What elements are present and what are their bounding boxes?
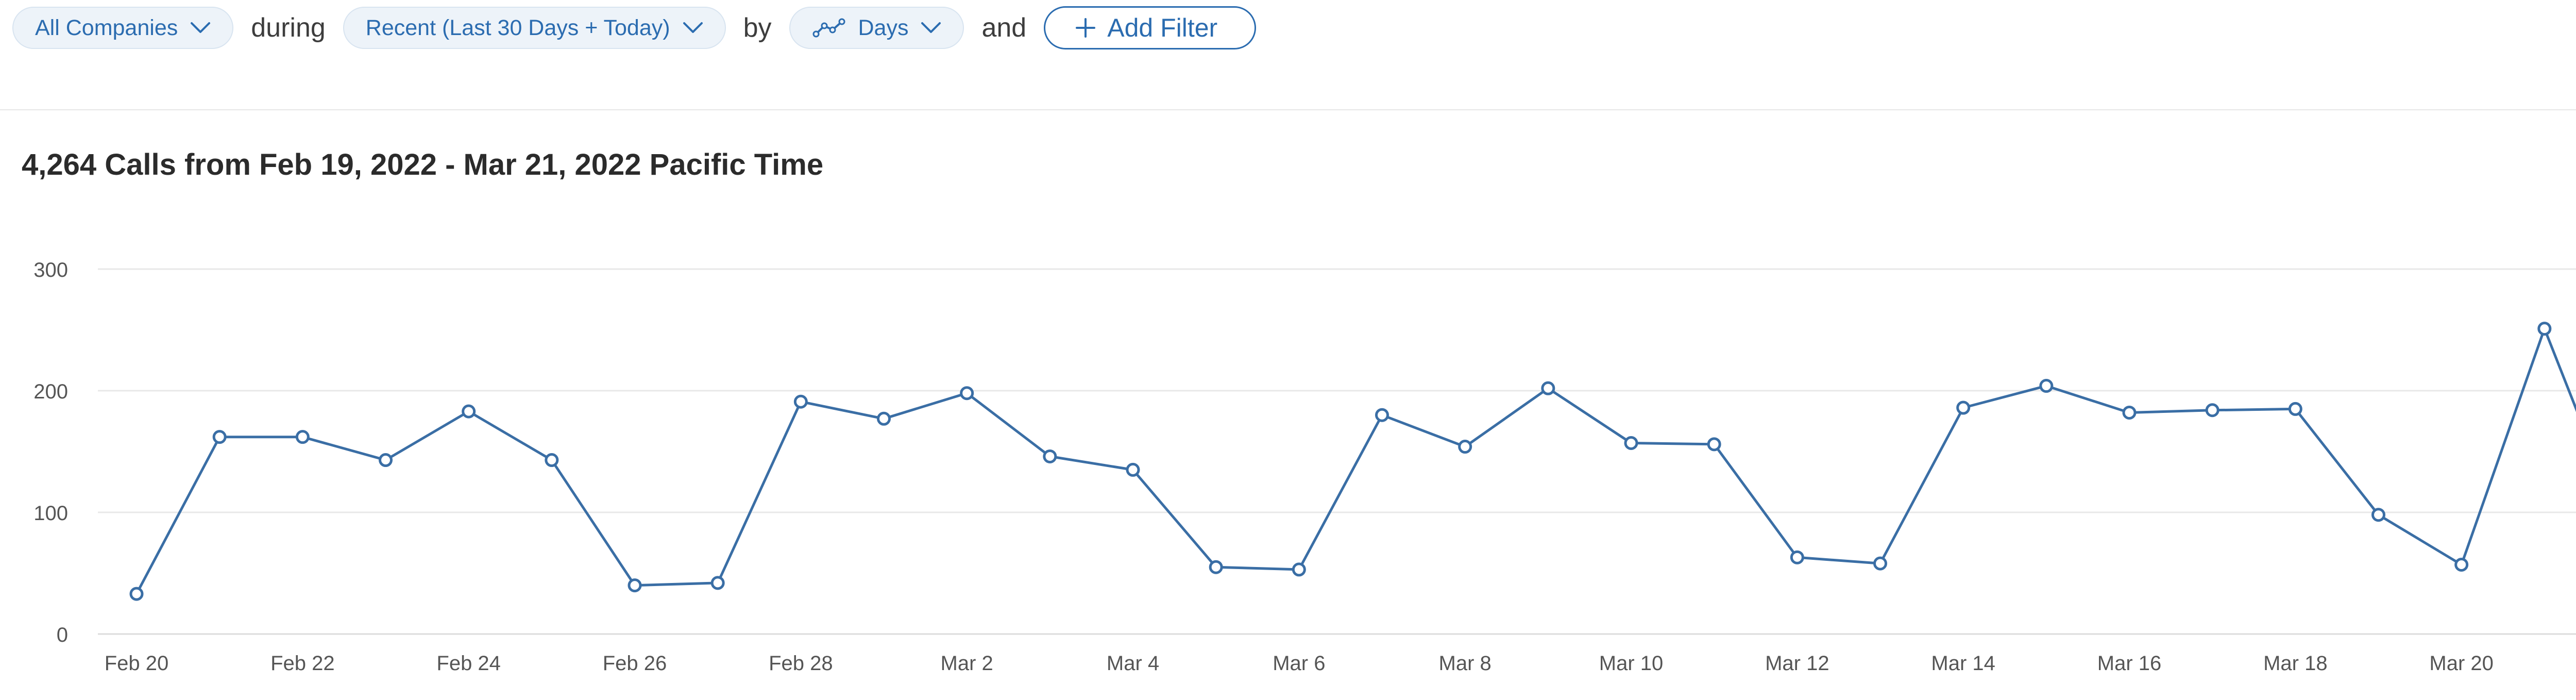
- data-point: [2288, 402, 2302, 416]
- x-tick-label: Feb 28: [769, 652, 833, 675]
- chart-title: 4,264 Calls from Feb 19, 2022 - Mar 21, …: [22, 148, 824, 181]
- add-filter-label: Add Filter: [1107, 13, 1218, 42]
- interval-dropdown[interactable]: Days: [789, 7, 964, 49]
- x-tick-label: Mar 12: [1765, 652, 1829, 675]
- x-tick-label: Mar 8: [1439, 652, 1492, 675]
- data-point: [2537, 322, 2552, 336]
- data-point: [545, 453, 559, 468]
- x-tick-label: Mar 2: [941, 652, 993, 675]
- data-point: [212, 430, 227, 444]
- and-text: and: [981, 13, 1027, 43]
- data-point: [1209, 560, 1223, 574]
- date-range-dropdown[interactable]: Recent (Last 30 Days + Today): [343, 7, 726, 49]
- x-tick-label: Mar 4: [1107, 652, 1159, 675]
- x-tick-label: Mar 14: [1931, 652, 1995, 675]
- chevron-down-icon: [683, 22, 703, 33]
- chevron-down-icon: [921, 22, 941, 33]
- x-tick-label: Mar 20: [2429, 652, 2494, 675]
- add-filter-button[interactable]: Add Filter: [1044, 6, 1257, 49]
- companies-dropdown[interactable]: All Companies: [12, 7, 234, 49]
- data-point: [2371, 508, 2385, 522]
- data-point: [1375, 408, 1389, 422]
- x-tick-label: Mar 18: [2263, 652, 2328, 675]
- data-point: [2205, 403, 2219, 418]
- data-point: [710, 576, 725, 590]
- x-tick-label: Feb 20: [105, 652, 169, 675]
- data-point: [793, 394, 808, 409]
- x-tick-label: Feb 24: [436, 652, 501, 675]
- plus-icon: [1076, 18, 1096, 38]
- data-point: [1790, 550, 1804, 564]
- data-point: [129, 587, 144, 601]
- y-tick-label: 200: [33, 380, 68, 403]
- by-text: by: [743, 13, 772, 43]
- x-tick-label: Feb 22: [270, 652, 335, 675]
- y-tick-label: 0: [57, 624, 68, 646]
- data-point: [1292, 562, 1306, 577]
- data-point: [1043, 449, 1057, 463]
- x-tick-label: Mar 16: [2097, 652, 2162, 675]
- data-point: [1956, 401, 1971, 415]
- data-point: [877, 411, 891, 426]
- data-point: [2039, 379, 2054, 393]
- filter-bar: All Companies during Recent (Last 30 Day…: [12, 6, 1257, 49]
- x-tick-label: Feb 26: [603, 652, 667, 675]
- series-line: [135, 327, 2576, 595]
- trend-line-icon: [812, 18, 845, 38]
- data-point: [628, 578, 642, 593]
- data-point: [1707, 437, 1721, 452]
- data-point: [1873, 556, 1887, 571]
- data-point: [1458, 440, 1472, 454]
- calls-line-chart: 0 100 200 300 Feb 20 Feb 22 Feb 24 Feb 26 Feb 28…: [33, 259, 2576, 675]
- chevron-down-icon: [191, 22, 211, 33]
- date-range-dropdown-label: Recent (Last 30 Days + Today): [365, 15, 670, 40]
- interval-dropdown-label: Days: [858, 15, 909, 40]
- data-point: [1541, 381, 1555, 395]
- data-point: [1126, 462, 1140, 477]
- x-tick-label: Mar 10: [1599, 652, 1664, 675]
- y-tick-label: 300: [33, 259, 68, 281]
- data-point: [379, 453, 393, 468]
- data-point: [462, 404, 476, 419]
- data-point: [2454, 557, 2469, 572]
- companies-dropdown-label: All Companies: [35, 15, 178, 40]
- data-point: [960, 386, 974, 401]
- x-tick-label: Mar 6: [1273, 652, 1325, 675]
- during-text: during: [251, 13, 326, 43]
- data-point: [2122, 405, 2137, 420]
- data-point: [295, 430, 310, 444]
- data-point: [1624, 436, 1638, 450]
- y-tick-label: 100: [33, 502, 68, 525]
- section-divider: [0, 109, 2576, 110]
